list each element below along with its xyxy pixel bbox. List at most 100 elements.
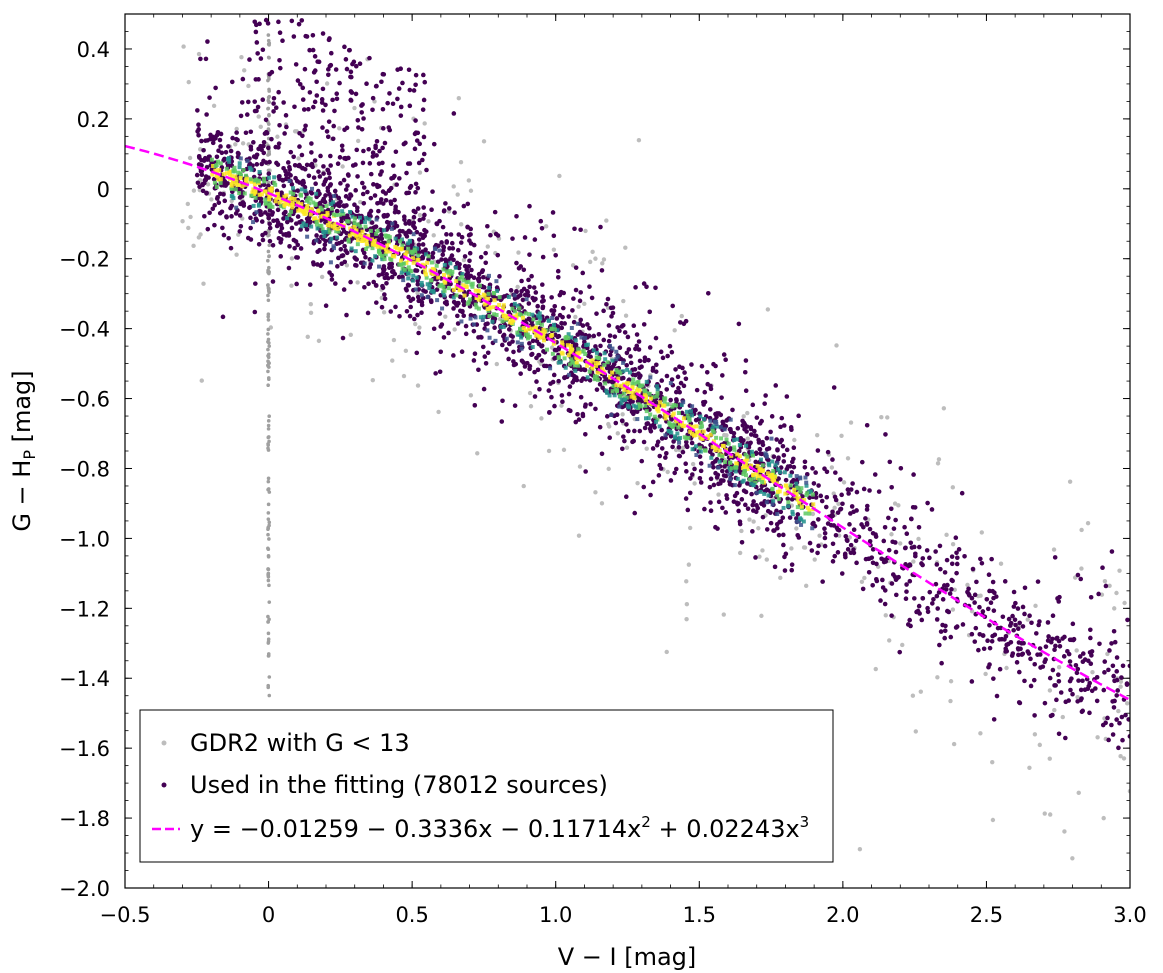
density-cell	[758, 457, 763, 462]
fitting-point	[825, 449, 831, 455]
fitting-point	[981, 646, 987, 652]
gdr2-point	[417, 212, 423, 218]
density-cell	[236, 170, 241, 175]
gdr2-point	[716, 492, 721, 497]
fitting-point	[524, 288, 530, 294]
density-cell	[287, 178, 292, 183]
fitting-point	[637, 428, 643, 434]
fitting-point	[683, 376, 689, 382]
density-cell	[401, 278, 406, 283]
fitting-point	[1031, 677, 1037, 683]
fitting-point	[986, 572, 992, 578]
fitting-point	[221, 232, 227, 238]
fitting-point	[295, 188, 301, 193]
density-cell	[288, 190, 293, 195]
density-cell	[399, 262, 404, 267]
gdr2-point	[803, 583, 809, 589]
density-cell	[668, 381, 673, 386]
gdr2-point	[686, 562, 692, 567]
fitting-point	[254, 152, 260, 158]
fitting-point	[1035, 652, 1040, 657]
density-cell	[760, 463, 765, 468]
fitting-point	[690, 472, 695, 477]
density-cell	[490, 319, 495, 324]
fit-curve	[125, 144, 1130, 702]
fitting-point	[514, 214, 519, 219]
fitting-point	[521, 286, 527, 292]
fitting-point	[861, 486, 867, 492]
fitting-point	[284, 124, 289, 130]
density-cell	[311, 200, 316, 205]
density-cell	[672, 422, 677, 427]
fitting-point	[385, 100, 390, 106]
fitting-point	[414, 268, 420, 273]
density-cell	[355, 222, 360, 227]
fitting-point	[323, 193, 328, 198]
fitting-point	[684, 469, 689, 474]
fitting-point	[939, 660, 944, 666]
fitting-point	[1106, 667, 1111, 673]
fitting-point	[664, 451, 669, 456]
gdr2-column-point	[267, 617, 271, 622]
density-cell	[373, 243, 378, 248]
fitting-point	[833, 532, 839, 538]
density-cell	[637, 388, 642, 393]
fitting-point	[433, 371, 438, 376]
density-cell	[722, 427, 727, 432]
fitting-point	[1111, 628, 1117, 634]
fitting-point	[251, 140, 256, 145]
gdr2-point	[690, 461, 696, 467]
density-cell	[784, 483, 789, 488]
fitting-point	[795, 532, 800, 538]
density-cell	[710, 428, 715, 433]
density-cell	[363, 215, 368, 220]
fitting-point	[333, 281, 338, 286]
fitting-point	[718, 412, 724, 418]
fitting-point	[558, 289, 564, 295]
fitting-point	[1035, 579, 1041, 584]
gdr2-point	[201, 281, 206, 286]
density-cell	[486, 273, 491, 278]
fitting-point	[461, 203, 467, 209]
density-cell	[519, 341, 524, 346]
fitting-point	[449, 240, 455, 246]
density-cell	[425, 295, 430, 300]
fitting-point	[379, 236, 385, 242]
density-cell	[477, 294, 482, 299]
density-cell	[720, 454, 725, 459]
density-cell	[487, 285, 492, 290]
gdr2-point	[936, 457, 942, 462]
fitting-point	[1020, 651, 1026, 657]
gdr2-column-point	[266, 180, 271, 185]
fitting-point	[669, 349, 675, 355]
density-cell	[238, 171, 243, 176]
fitting-point	[299, 18, 305, 23]
fitting-point	[851, 527, 857, 532]
density-cell	[464, 285, 469, 290]
fitting-point	[310, 47, 316, 53]
fitting-point	[494, 285, 500, 290]
fitting-point	[1116, 745, 1121, 751]
fitting-point	[338, 181, 343, 186]
fitting-point	[835, 550, 841, 555]
gdr2-point	[879, 415, 884, 420]
density-cell	[530, 345, 535, 350]
fitting-point	[779, 415, 785, 421]
density-cell	[575, 321, 580, 326]
density-cell	[515, 332, 520, 337]
fitting-point	[392, 271, 398, 277]
density-cell	[585, 363, 590, 368]
fitting-point	[909, 545, 915, 550]
density-cell	[786, 500, 791, 505]
fitting-point	[721, 352, 727, 357]
fitting-point	[704, 369, 710, 375]
fitting-point	[411, 208, 417, 214]
gdr2-point	[468, 188, 474, 193]
fitting-point	[839, 571, 845, 576]
fitting-point	[463, 331, 469, 337]
fitting-point	[750, 402, 756, 408]
fitting-point	[1008, 623, 1013, 628]
fitting-point	[924, 548, 930, 553]
density-cell	[631, 377, 636, 382]
fitting-point	[314, 233, 319, 238]
